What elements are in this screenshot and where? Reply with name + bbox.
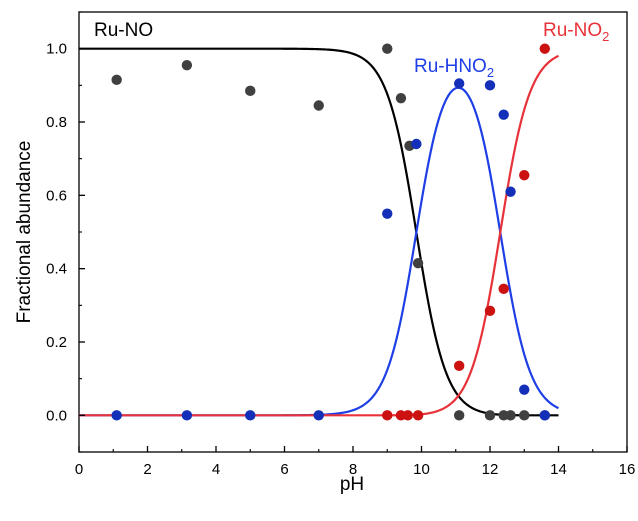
x-tick-label: 14 xyxy=(550,461,567,478)
y-axis-title: Fractional abundance xyxy=(14,141,35,324)
x-tick-label: 0 xyxy=(75,461,83,478)
data-point-ru-hno2 xyxy=(539,410,550,421)
data-point-ru-no2 xyxy=(412,410,424,421)
data-point-ru-hno2 xyxy=(181,410,193,421)
data-point-ru-no xyxy=(505,410,516,421)
data-point-ru-hno2 xyxy=(245,410,256,421)
y-tick-label: 0.8 xyxy=(46,114,67,131)
data-point-ru-no2 xyxy=(382,410,393,421)
y-tick-label: 0.6 xyxy=(46,187,67,204)
x-tick-label: 4 xyxy=(212,461,220,478)
data-point-ru-no2 xyxy=(453,360,465,372)
data-point-ru-no2 xyxy=(519,169,530,181)
x-tick-label: 16 xyxy=(619,461,636,478)
x-tick-label: 8 xyxy=(349,461,357,478)
x-tick-label: 10 xyxy=(413,461,430,478)
data-point-ru-hno2 xyxy=(484,80,496,91)
data-point-ru-no xyxy=(484,410,496,421)
data-point-ru-no2 xyxy=(498,283,509,295)
data-point-ru-no xyxy=(313,100,324,111)
fit-curve-ru-hno2 xyxy=(79,86,559,417)
data-point-ru-no xyxy=(111,74,122,86)
x-tick-label: 6 xyxy=(280,461,288,478)
data-point-ru-hno2 xyxy=(313,410,324,421)
data-point-ru-hno2 xyxy=(453,78,465,89)
data-point-ru-no xyxy=(519,410,530,421)
data-point-ru-no2 xyxy=(402,410,413,421)
data-point-ru-no xyxy=(395,92,407,104)
y-tick-label: 0.2 xyxy=(46,334,67,351)
data-point-ru-hno2 xyxy=(505,186,516,197)
fit-curve-ru-no xyxy=(79,47,559,417)
x-tick-label: 12 xyxy=(482,461,499,478)
data-point-ru-hno2 xyxy=(382,208,393,219)
y-tick-label: 0.0 xyxy=(46,407,67,424)
y-tick-label: 0.4 xyxy=(46,261,67,278)
axis-ticks: 0 2 4 6 8 10 12 14 16 0.0 0.2 0.4 0.6 0.8 1.0 xyxy=(46,11,636,478)
plot-border xyxy=(78,11,628,453)
data-point-ru-no xyxy=(245,85,256,97)
data-point-ru-no xyxy=(181,59,193,71)
data-point-ru-no xyxy=(382,43,393,54)
data-point-ru-hno2 xyxy=(411,138,422,150)
data-point-ru-no2 xyxy=(484,305,496,317)
series-label-ru-hno2: Ru-HNO2 xyxy=(414,56,494,80)
data-point-ru-hno2 xyxy=(111,410,122,421)
series-labels: Ru-NO Ru-HNO2 Ru-NO2 xyxy=(94,20,609,80)
data-point-ru-hno2 xyxy=(519,384,530,395)
plot-frame xyxy=(78,11,628,453)
y-tick-label: 1.0 xyxy=(46,41,67,58)
series-label-ru-no2: Ru-NO2 xyxy=(543,20,609,44)
data-point-ru-no xyxy=(412,257,424,269)
data-point-ru-no xyxy=(453,410,465,421)
data-points xyxy=(111,43,550,421)
data-point-ru-no2 xyxy=(539,43,550,54)
x-axis-title: pH xyxy=(340,474,364,495)
data-point-ru-hno2 xyxy=(498,109,509,120)
x-tick-label: 2 xyxy=(143,461,151,478)
series-label-ru-no: Ru-NO xyxy=(94,20,153,41)
